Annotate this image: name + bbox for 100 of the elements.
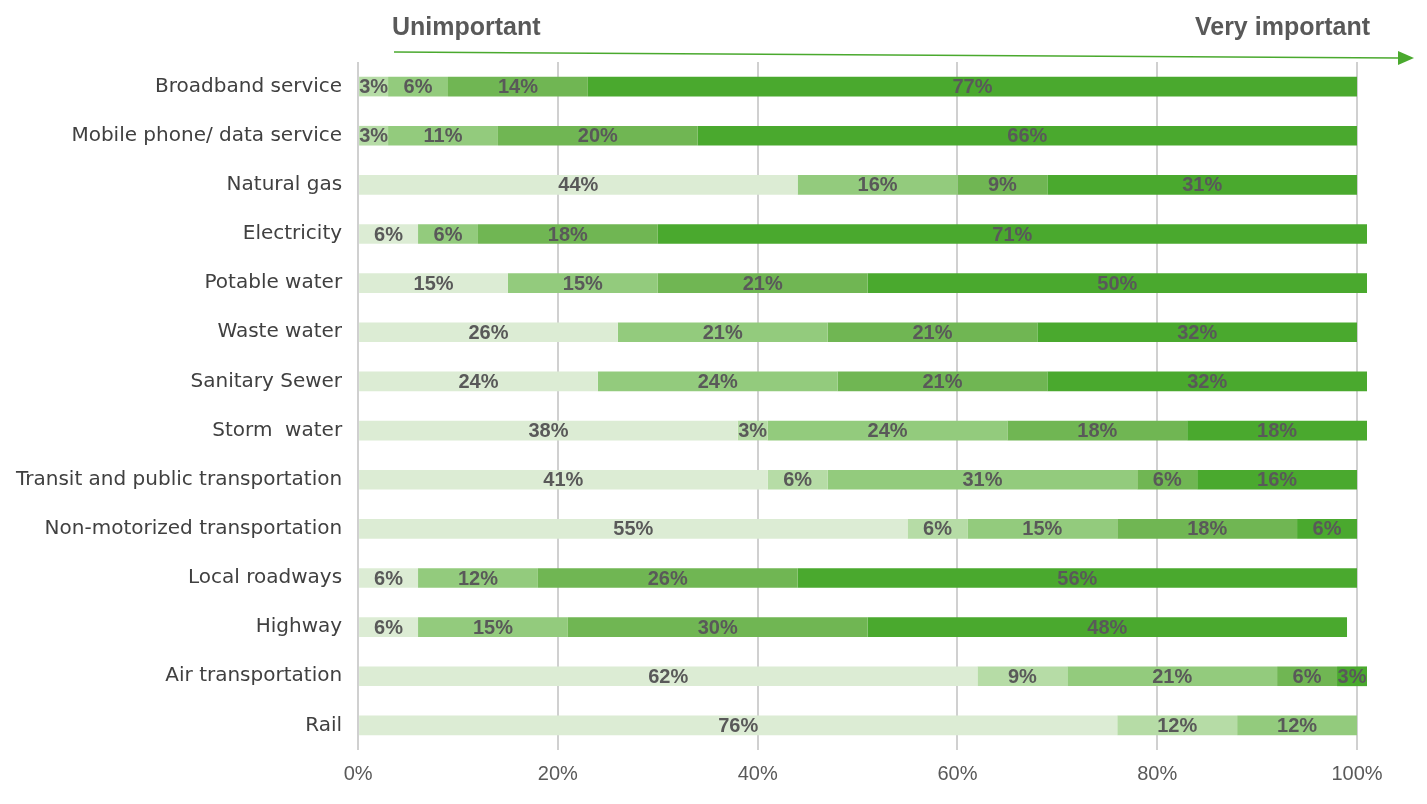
data-label: 26% (468, 320, 509, 343)
data-label: 15% (1022, 517, 1063, 540)
text: Unimportant (392, 12, 541, 41)
data-label: 6% (374, 615, 404, 638)
x-tick-label: 60% (937, 761, 978, 784)
data-label: 6% (1292, 664, 1322, 687)
data-label: 48% (1087, 615, 1128, 638)
data-label: 6% (374, 222, 404, 245)
y-tick-label: Air transportation (165, 662, 343, 687)
data-label: 30% (697, 615, 738, 638)
x-tick-label: 20% (537, 761, 579, 784)
data-label: 11% (423, 124, 463, 147)
bar (967, 519, 1118, 539)
data-label: 32% (1187, 369, 1228, 392)
y-tick-label: Local roadways (188, 564, 343, 589)
bar (1037, 322, 1358, 343)
data-label: 12% (457, 566, 499, 589)
data-label: 6% (403, 75, 433, 98)
data-label: 77% (952, 75, 993, 98)
data-label: 3% (738, 419, 768, 442)
bar (477, 224, 658, 244)
x-tick-label: 40% (737, 761, 778, 784)
data-label: 50% (1097, 271, 1138, 294)
data-label: 18% (1077, 419, 1118, 442)
data-label: 16% (857, 173, 898, 196)
data-label: 6% (374, 566, 404, 589)
x-tick-label: 80% (1137, 761, 1178, 784)
data-label: 24% (697, 369, 738, 392)
bar (497, 125, 698, 146)
bar (797, 175, 958, 195)
data-label: 6% (923, 517, 953, 540)
bar (567, 617, 868, 637)
y-tick-label: Storm water (212, 416, 343, 441)
bar (1047, 175, 1358, 195)
data-label: 66% (1007, 124, 1048, 147)
bar (657, 273, 868, 293)
data-label: 15% (413, 271, 454, 294)
data-label: 55% (613, 517, 654, 540)
data-label: 6% (783, 468, 813, 491)
data-label: 21% (1152, 664, 1193, 687)
data-label: 9% (987, 173, 1018, 196)
bar (359, 469, 768, 490)
y-tick-label: Natural gas (226, 171, 343, 196)
data-label: 6% (433, 222, 463, 245)
bar (418, 617, 568, 637)
data-label: 32% (1177, 320, 1218, 343)
y-tick-label: Potable water (204, 269, 343, 294)
bar (507, 273, 658, 293)
y-tick-label: Waste water (217, 318, 343, 343)
data-label: 15% (562, 271, 604, 294)
y-tick-label: Rail (305, 711, 343, 736)
data-label: 6% (1312, 517, 1342, 540)
data-label: 31% (962, 468, 1003, 491)
bar (537, 568, 798, 588)
bar (1047, 371, 1367, 392)
text: Very important (1194, 12, 1370, 41)
data-label: 18% (1187, 517, 1228, 540)
data-label: 9% (1007, 664, 1038, 687)
x-tick-label: 100% (1331, 761, 1383, 784)
data-label: 62% (648, 664, 689, 687)
bar (359, 273, 508, 293)
bar (359, 519, 908, 539)
data-label: 71% (992, 222, 1033, 245)
data-label: 76% (718, 713, 759, 736)
y-tick-label: Sanitary Sewer (190, 367, 343, 392)
data-label: 3% (359, 75, 389, 98)
data-label: 21% (922, 369, 963, 392)
data-label: 26% (647, 566, 688, 589)
bar (1067, 666, 1278, 687)
data-label: 24% (458, 369, 499, 392)
data-label: 20% (577, 124, 619, 147)
data-label: 6% (1152, 468, 1182, 491)
bar (657, 224, 1367, 244)
y-tick-label: Transit and public transportation (14, 465, 343, 490)
bar (797, 568, 1358, 588)
x-tick-label: 0% (343, 761, 373, 784)
bar (827, 322, 1038, 343)
bar (867, 617, 1348, 637)
bar (1117, 519, 1298, 539)
bar (359, 715, 1118, 736)
y-tick-label: Highway (255, 613, 343, 638)
data-label: 41% (543, 468, 584, 491)
bar (359, 175, 798, 195)
data-label: 56% (1057, 566, 1098, 589)
data-label: 18% (1257, 419, 1298, 442)
data-label: 18% (547, 222, 589, 245)
data-label: 12% (1277, 713, 1318, 736)
data-label: 21% (702, 320, 743, 343)
data-label: 44% (558, 173, 599, 196)
bar (867, 273, 1367, 293)
y-tick-label: Non-motorized transportation (44, 515, 343, 540)
bar (359, 420, 738, 441)
data-label: 12% (1157, 713, 1198, 736)
bar (697, 125, 1358, 146)
y-tick-label: Broadband service (155, 72, 343, 97)
bar (587, 76, 1358, 97)
y-tick-label: Mobile phone/ data service (71, 121, 343, 146)
data-label: 38% (528, 419, 569, 442)
data-label: 31% (1182, 173, 1223, 196)
data-label: 16% (1257, 468, 1298, 491)
